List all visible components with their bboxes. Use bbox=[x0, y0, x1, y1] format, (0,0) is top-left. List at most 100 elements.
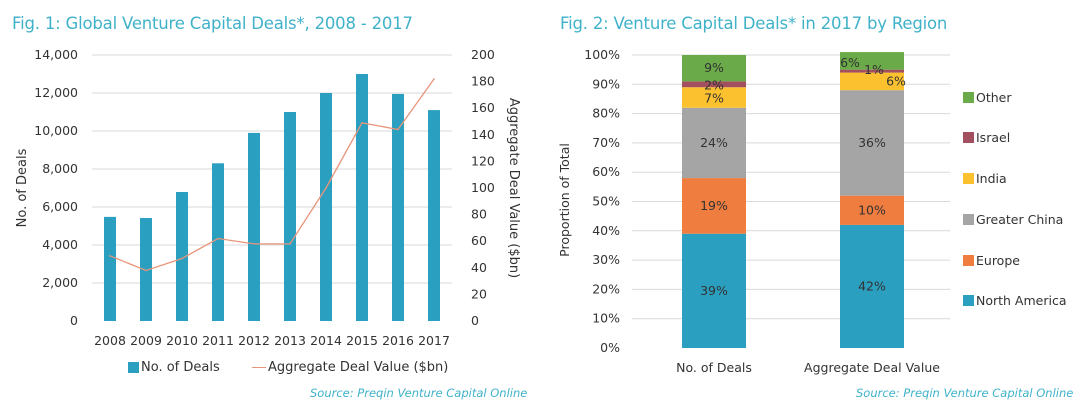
fig2-legend-label: Greater China bbox=[976, 212, 1064, 227]
fig2-legend-item: India bbox=[963, 171, 1007, 186]
deals-bar bbox=[176, 191, 188, 321]
segment-label: 10% bbox=[858, 202, 886, 217]
y-tick-label: 30% bbox=[592, 252, 620, 267]
segment-label: 7% bbox=[704, 90, 724, 105]
x-tick-label: 2009 bbox=[130, 333, 162, 348]
y-tick-label: 60% bbox=[592, 164, 620, 179]
segment-label: 24% bbox=[700, 135, 728, 150]
segment-israel bbox=[682, 81, 746, 88]
fig1-title: Fig. 1: Global Venture Capital Deals*, 2… bbox=[12, 14, 413, 33]
fig1-legend-deals-label: No. of Deals bbox=[141, 360, 220, 375]
legend-swatch-icon bbox=[963, 295, 974, 306]
deals-bar bbox=[392, 93, 404, 321]
segment-label: 2% bbox=[704, 77, 724, 92]
y-axis-label: No. of Deals bbox=[15, 148, 30, 227]
deal-value-point bbox=[145, 269, 147, 272]
y2-tick-label: 40 bbox=[471, 260, 487, 275]
y-tick-label: 2,000 bbox=[42, 275, 78, 290]
deals-bar bbox=[140, 218, 152, 321]
deal-value-point bbox=[397, 128, 399, 131]
deal-value-point bbox=[325, 187, 327, 189]
legend-swatch-icon bbox=[963, 214, 974, 225]
fig1-chart: 0 2,000 4,000 6,000 8,000 10,000 12,000 14,000 0… bbox=[15, 47, 521, 348]
segment-other bbox=[840, 52, 904, 70]
y-tick-label: 0 bbox=[70, 313, 78, 328]
legend-swatch-icon bbox=[963, 92, 974, 103]
y-tick-label: 70% bbox=[592, 135, 620, 150]
deals-bar bbox=[104, 216, 116, 321]
fig2-source: Source: Preqin Venture Capital Online bbox=[856, 386, 1074, 400]
y2-tick-label: 0 bbox=[471, 313, 479, 328]
segment-label: 19% bbox=[700, 198, 728, 213]
x-tick-label: 2010 bbox=[166, 333, 198, 348]
line-swatch-icon bbox=[252, 367, 266, 368]
segment-label: 36% bbox=[858, 135, 886, 150]
segment-north-america bbox=[682, 233, 746, 348]
y-tick-label: 6,000 bbox=[42, 199, 78, 214]
segment-label: 6% bbox=[840, 55, 860, 70]
deal-value-point bbox=[289, 243, 291, 245]
fig2-legend-label: Europe bbox=[976, 253, 1020, 268]
y2-tick-label: 80 bbox=[471, 207, 487, 222]
y2-tick-label: 180 bbox=[471, 74, 495, 89]
segment-north-america bbox=[840, 224, 904, 348]
fig2-legend-item: Israel bbox=[963, 130, 1010, 145]
segment-greater-china bbox=[840, 90, 904, 196]
segment-greater-china bbox=[682, 107, 746, 179]
segment-india bbox=[840, 72, 904, 91]
x-tick-label: 2015 bbox=[346, 333, 378, 348]
fig2-title: Fig. 2: Venture Capital Deals* in 2017 b… bbox=[560, 14, 948, 33]
deal-value-line bbox=[109, 78, 435, 272]
deals-bar bbox=[212, 163, 224, 321]
y-tick-label: 90% bbox=[592, 76, 620, 91]
fig1-legend-deals: No. of Deals bbox=[128, 360, 220, 375]
deals-bar bbox=[356, 74, 368, 321]
x-tick-label: 2008 bbox=[94, 333, 126, 348]
fig2-legend-item: Greater China bbox=[963, 212, 1063, 227]
x-tick-label: Aggregate Deal Value bbox=[804, 360, 940, 375]
deals-bar bbox=[284, 112, 296, 321]
x-tick-label: 2014 bbox=[310, 333, 342, 348]
fig2-legend-item: Other bbox=[963, 90, 1012, 105]
segment-europe bbox=[840, 195, 904, 225]
y2-tick-label: 160 bbox=[471, 100, 495, 115]
deal-value-point bbox=[253, 243, 255, 245]
y-tick-label: 20% bbox=[592, 281, 620, 296]
y-tick-label: 10,000 bbox=[34, 123, 78, 138]
y2-tick-label: 60 bbox=[471, 233, 487, 248]
x-tick-label: No. of Deals bbox=[676, 360, 752, 375]
y-axis-label: Proportion of Total bbox=[557, 143, 572, 257]
fig1-legend-value-label: Aggregate Deal Value ($bn) bbox=[268, 360, 449, 375]
y-tick-label: 80% bbox=[592, 106, 620, 121]
segment-label: 9% bbox=[704, 60, 724, 75]
y2-tick-label: 140 bbox=[471, 127, 495, 142]
deal-value-point bbox=[217, 237, 219, 240]
legend-swatch-icon bbox=[963, 255, 974, 266]
x-tick-label: 2011 bbox=[202, 333, 234, 348]
y-tick-label: 4,000 bbox=[42, 237, 78, 252]
segment-other bbox=[682, 55, 746, 82]
segment-israel bbox=[840, 69, 904, 73]
segment-label: 39% bbox=[700, 283, 728, 298]
y2-axis-label: Aggregate Deal Value ($bn) bbox=[506, 98, 521, 278]
fig2-legend-item: Europe bbox=[963, 253, 1020, 268]
fig2-legend-label: North America bbox=[976, 293, 1067, 308]
deal-value-point bbox=[433, 78, 435, 80]
y-tick-label: 10% bbox=[592, 311, 620, 326]
y-tick-label: 50% bbox=[592, 194, 620, 209]
y-tick-label: 0% bbox=[600, 340, 620, 355]
fig2-legend-label: Other bbox=[976, 90, 1012, 105]
segment-label: 6% bbox=[886, 73, 906, 88]
fig2-legend-label: Israel bbox=[976, 130, 1011, 145]
y2-tick-label: 20 bbox=[471, 286, 487, 301]
bar-swatch-icon bbox=[128, 362, 139, 373]
segment-label: 42% bbox=[858, 278, 886, 293]
fig2-legend-label: India bbox=[976, 171, 1007, 186]
deals-bar bbox=[428, 110, 440, 321]
y2-tick-label: 100 bbox=[471, 180, 495, 195]
segment-europe bbox=[682, 178, 746, 234]
x-tick-label: 2013 bbox=[274, 333, 306, 348]
y-tick-label: 12,000 bbox=[34, 85, 78, 100]
y-tick-label: 8,000 bbox=[42, 161, 78, 176]
